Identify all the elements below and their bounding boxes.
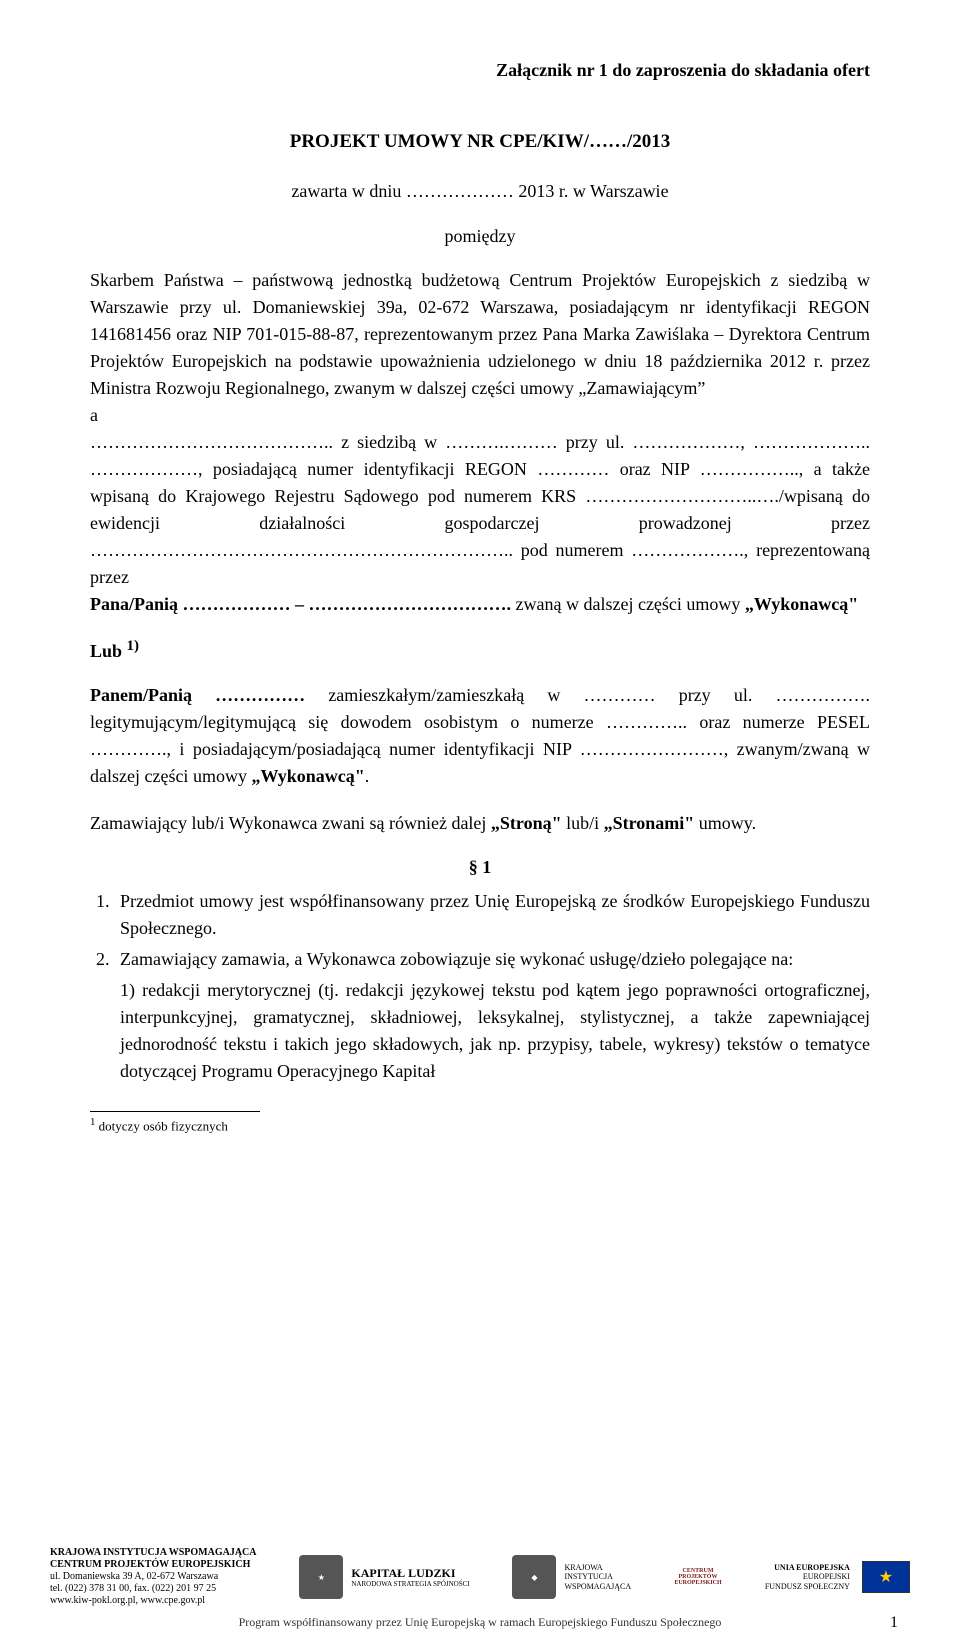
attachment-header: Załącznik nr 1 do zaproszenia do składan… <box>90 60 870 81</box>
concluded-line: zawarta w dniu ……………… 2013 r. w Warszawi… <box>90 181 870 202</box>
kapital-ludzki-icon: ★ <box>299 1555 343 1599</box>
cpe-logo: CENTRUM PROJEKTÓW EUROPEJSKICH <box>674 1557 722 1597</box>
page-number: 1 <box>890 1614 898 1632</box>
s1-item-2-lead: Zamawiający zamawia, a Wykonawca zobowią… <box>120 949 793 969</box>
lub-separator: Lub 1) <box>90 638 870 662</box>
footer-program-line: Program współfinansowany przez Unię Euro… <box>50 1615 910 1630</box>
footnote-1: 1 dotyczy osób fizycznych <box>90 1116 870 1134</box>
page-footer: KRAJOWA INSTYTUCJA WSPOMAGAJĄCA CENTRUM … <box>0 1547 960 1630</box>
eu-block: UNIA EUROPEJSKA EUROPEJSKI FUNDUSZ SPOŁE… <box>765 1561 910 1593</box>
strony-line: Zamawiający lub/i Wykonawca zwani są rów… <box>90 810 870 837</box>
footer-logos-row: KRAJOWA INSTYTUCJA WSPOMAGAJĄCA CENTRUM … <box>50 1547 910 1607</box>
footnote-separator <box>90 1111 260 1112</box>
pana-pania-line: Pana/Panią ……………… – ……………………………. zwaną w… <box>90 594 858 614</box>
document-title: PROJEKT UMOWY NR CPE/KIW/……/2013 <box>90 131 870 153</box>
eu-flag-icon: ★ <box>862 1561 910 1593</box>
party-a-text: Skarbem Państwa – państwową jednostką bu… <box>90 270 870 398</box>
kiw-center-icon: ◆ <box>512 1555 556 1599</box>
kiw-address-block: KRAJOWA INSTYTUCJA WSPOMAGAJĄCA CENTRUM … <box>50 1547 257 1607</box>
document-page: Załącznik nr 1 do zaproszenia do składan… <box>0 0 960 1646</box>
panem-pania-block: Panem/Panią …………… zamieszkałym/zamieszka… <box>90 682 870 790</box>
section-1-heading: § 1 <box>90 857 870 878</box>
s1-item-1: Przedmiot umowy jest współfinansowany pr… <box>114 888 870 942</box>
kapital-ludzki-block: ★ KAPITAŁ LUDZKI NARODOWA STRATEGIA SPÓJ… <box>299 1555 469 1599</box>
section-1-list: Przedmiot umowy jest współfinansowany pr… <box>90 888 870 1085</box>
a-separator: a <box>90 405 98 425</box>
s1-item-2-sub1: 1) redakcji merytorycznej (tj. redakcji … <box>120 977 870 1085</box>
party-a-block: Skarbem Państwa – państwową jednostką bu… <box>90 267 870 618</box>
between-label: pomiędzy <box>90 226 870 247</box>
s1-item-2: Zamawiający zamawia, a Wykonawca zobowią… <box>114 946 870 1085</box>
party-b-text: ………………………………….. z siedzibą w ……….……… prz… <box>90 432 870 587</box>
kiw-center-block: ◆ KRAJOWA INSTYTUCJA WSPOMAGAJĄCA <box>512 1555 631 1599</box>
